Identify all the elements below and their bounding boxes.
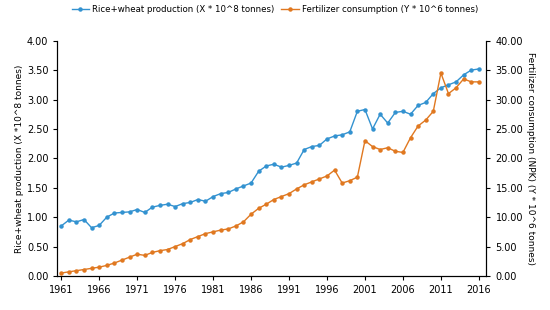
Legend: Rice+wheat production (X * 10^8 tonnes), Fertilizer consumption (Y * 10^6 tonnes: Rice+wheat production (X * 10^8 tonnes),…	[68, 1, 482, 17]
Fertilizer consumption (Y * 10^6 tonnes)	[438, 71, 444, 75]
Line: Fertilizer consumption (Y * 10^6 tonnes): Fertilizer consumption (Y * 10^6 tonnes)	[60, 72, 480, 275]
Line: Rice+wheat production (X * 10^8 tonnes): Rice+wheat production (X * 10^8 tonnes)	[60, 67, 480, 229]
Rice+wheat production (X * 10^8 tonnes)	[301, 148, 307, 151]
Fertilizer consumption (Y * 10^6 tonnes)	[316, 177, 323, 181]
Rice+wheat production (X * 10^8 tonnes)	[476, 67, 482, 71]
Y-axis label: Rice+wheat production (X *10^8 tonnes): Rice+wheat production (X *10^8 tonnes)	[15, 64, 24, 253]
Rice+wheat production (X * 10^8 tonnes)	[384, 121, 391, 125]
Fertilizer consumption (Y * 10^6 tonnes)	[293, 187, 300, 191]
Fertilizer consumption (Y * 10^6 tonnes)	[476, 80, 482, 84]
Rice+wheat production (X * 10^8 tonnes)	[324, 137, 331, 141]
Fertilizer consumption (Y * 10^6 tonnes)	[65, 270, 72, 274]
Rice+wheat production (X * 10^8 tonnes)	[89, 226, 95, 230]
Fertilizer consumption (Y * 10^6 tonnes)	[210, 230, 216, 234]
Rice+wheat production (X * 10^8 tonnes)	[339, 133, 345, 137]
Fertilizer consumption (Y * 10^6 tonnes)	[58, 271, 64, 275]
Fertilizer consumption (Y * 10^6 tonnes)	[377, 148, 383, 151]
Rice+wheat production (X * 10^8 tonnes)	[217, 192, 224, 196]
Fertilizer consumption (Y * 10^6 tonnes)	[331, 168, 338, 172]
Rice+wheat production (X * 10^8 tonnes)	[58, 224, 64, 228]
Rice+wheat production (X * 10^8 tonnes)	[65, 218, 72, 222]
Y-axis label: Fertilizer consumption (NPK) (Y * 10^6 tonnes): Fertilizer consumption (NPK) (Y * 10^6 t…	[526, 52, 535, 265]
